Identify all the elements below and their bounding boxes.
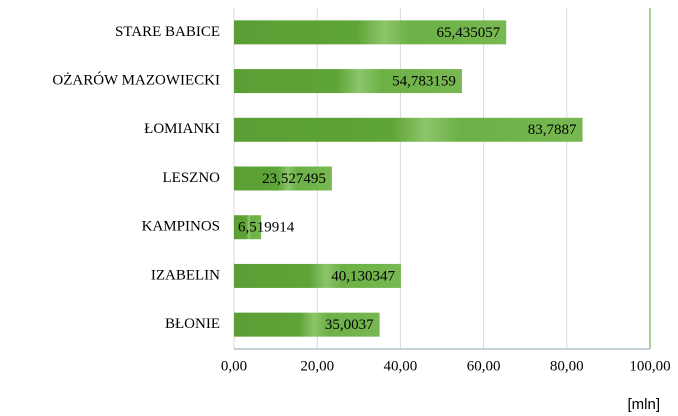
x-axis-label: [mln] xyxy=(627,396,660,413)
bar xyxy=(234,166,332,191)
bar xyxy=(234,263,401,288)
y-tick-label: LESZNO xyxy=(163,170,221,186)
bar xyxy=(234,312,380,337)
value-label: 83,7887 xyxy=(528,122,577,138)
value-label: 40,130347 xyxy=(331,268,395,284)
bar xyxy=(234,69,462,94)
bar xyxy=(234,117,583,142)
bar xyxy=(234,20,507,45)
x-tick-label: 40,00 xyxy=(384,358,418,374)
value-label: 6,519914 xyxy=(238,220,295,236)
y-tick-label: KAMPINOS xyxy=(142,219,220,235)
value-label: 23,527495 xyxy=(262,171,326,187)
y-tick-label: STARE BABICE xyxy=(115,24,220,40)
x-tick-label: 0,00 xyxy=(221,358,247,374)
x-tick-label: 80,00 xyxy=(550,358,584,374)
y-tick-label: OŻARÓW MAZOWIECKI xyxy=(52,72,220,89)
value-label: 54,783159 xyxy=(392,74,456,90)
value-label: 65,435057 xyxy=(436,25,500,41)
y-tick-label: BŁONIE xyxy=(165,316,220,332)
value-label: 35,0037 xyxy=(325,317,374,333)
bar xyxy=(234,215,262,240)
x-tick-label: 60,00 xyxy=(467,358,501,374)
y-tick-label: IZABELIN xyxy=(151,267,220,283)
y-tick-label: ŁOMIANKI xyxy=(144,121,220,137)
x-tick-label: 20,00 xyxy=(300,358,334,374)
x-tick-label: 100,00 xyxy=(629,358,670,374)
